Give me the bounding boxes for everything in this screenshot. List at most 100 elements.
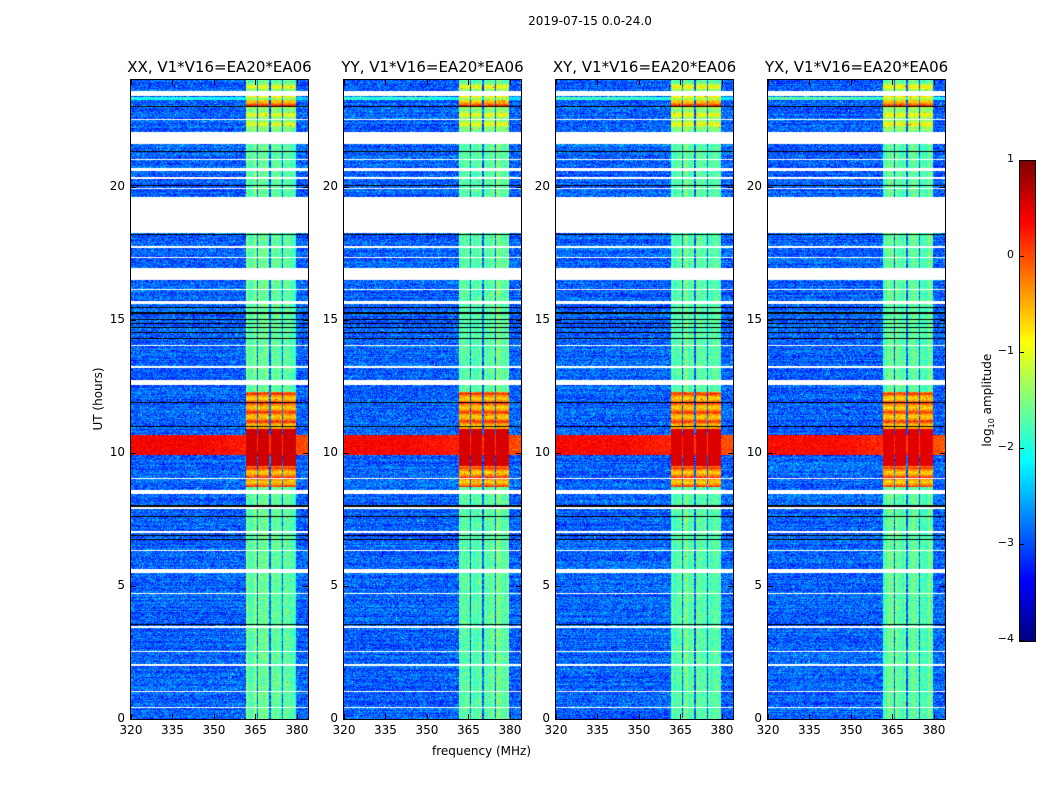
- y-tick-mark: [728, 719, 733, 720]
- x-tick-mark: [597, 714, 599, 719]
- y-tick-mark: [516, 719, 521, 720]
- x-tick-mark: [344, 80, 345, 85]
- y-tick-mark: [131, 452, 136, 454]
- x-tick-mark: [809, 80, 811, 85]
- y-tick-mark: [131, 585, 136, 587]
- panel-4: YX, V1*V16=EA20*EA06 0 5 10 15 20 320 335 350 365…: [747, 58, 948, 737]
- y-tick-mark: [131, 719, 136, 720]
- colorbar-tick-label: −3: [997, 536, 1014, 549]
- x-tick-label: 335: [586, 723, 609, 737]
- colorbar-gradient: [1020, 161, 1035, 641]
- y-tick-mark: [303, 719, 308, 720]
- figure-title: 2019-07-15 0.0-24.0: [528, 14, 652, 28]
- y-tick-label: 0: [117, 711, 125, 725]
- y-tick-mark: [516, 186, 521, 188]
- colorbar-tick-mark: [1020, 256, 1024, 257]
- y-tick-mark: [728, 319, 733, 321]
- x-tick-mark: [680, 714, 682, 719]
- x-tick-label: 320: [332, 723, 356, 737]
- colorbar-tick-mark: [1020, 640, 1024, 641]
- x-tick-mark: [468, 714, 470, 719]
- y-tick-mark: [556, 585, 561, 587]
- y-tick-mark: [728, 186, 733, 188]
- y-tick-label: 5: [330, 577, 338, 592]
- x-tick-label: 365: [669, 723, 692, 737]
- x-tick-mark: [255, 80, 257, 85]
- x-tick-mark: [809, 714, 811, 719]
- y-tick-mark: [516, 452, 521, 454]
- y-tick-mark: [303, 585, 308, 587]
- x-axis-label: frequency (MHz): [432, 744, 532, 758]
- x-tick-mark: [385, 80, 387, 85]
- x-tick-mark: [721, 80, 723, 85]
- x-tick-mark: [933, 714, 935, 719]
- x-tick-label: 350: [415, 723, 439, 737]
- y-tick-label: 0: [330, 711, 338, 725]
- y-tick-mark: [940, 719, 945, 720]
- x-tick-label: 365: [457, 723, 480, 737]
- y-tick-mark: [303, 319, 308, 321]
- spectrogram-heatmap: [768, 80, 945, 719]
- x-tick-mark: [680, 80, 682, 85]
- x-tick-label: 380: [710, 723, 734, 737]
- y-tick-mark: [303, 452, 308, 454]
- x-tick-mark: [933, 80, 935, 85]
- x-tick-mark: [344, 714, 345, 719]
- x-tick-mark: [850, 714, 852, 719]
- x-tick-label: 350: [839, 723, 863, 737]
- y-tick-mark: [940, 585, 945, 587]
- panel-2: YY, V1*V16=EA20*EA06 0 5 10 15 20 320 335 350 365…: [323, 58, 524, 737]
- y-tick-mark: [516, 319, 521, 321]
- y-tick-mark: [940, 319, 945, 321]
- panel-3: XY, V1*V16=EA20*EA06 0 5 10 15 20 320 335 350 365…: [535, 58, 736, 737]
- y-tick-label: 10: [534, 444, 550, 459]
- y-tick-label: 10: [109, 444, 125, 459]
- y-tick-label: 15: [322, 311, 338, 326]
- y-tick-mark: [344, 452, 349, 454]
- colorbar-tick-label: 0: [1007, 248, 1014, 261]
- panel-title: XY, V1*V16=EA20*EA06: [552, 58, 737, 76]
- colorbar-label: log10 amplitude: [980, 336, 996, 464]
- x-tick-label: 365: [244, 723, 267, 737]
- x-tick-mark: [597, 80, 599, 85]
- x-tick-label: 320: [756, 723, 780, 737]
- x-tick-mark: [556, 714, 557, 719]
- x-tick-mark: [509, 714, 511, 719]
- y-tick-mark: [768, 452, 773, 454]
- x-tick-mark: [768, 714, 769, 719]
- y-tick-mark: [344, 186, 349, 188]
- x-tick-mark: [509, 80, 511, 85]
- y-tick-mark: [516, 585, 521, 587]
- colorbar-label-sub: 10: [987, 418, 997, 429]
- y-tick-mark: [303, 186, 308, 188]
- y-tick-label: 20: [109, 178, 125, 193]
- spectrogram-heatmap: [344, 80, 521, 719]
- spectrogram-heatmap: [131, 80, 308, 719]
- y-tick-mark: [728, 585, 733, 587]
- x-tick-label: 320: [119, 723, 143, 737]
- y-tick-label: 10: [322, 444, 338, 459]
- x-tick-mark: [426, 714, 428, 719]
- x-tick-label: 380: [498, 723, 522, 737]
- x-tick-mark: [172, 80, 174, 85]
- y-tick-mark: [344, 719, 349, 720]
- x-tick-mark: [296, 80, 298, 85]
- colorbar: [1019, 160, 1036, 642]
- colorbar-tick-label: −1: [997, 344, 1014, 357]
- colorbar-tick-label: 1: [1007, 152, 1014, 165]
- panel-title: YY, V1*V16=EA20*EA06: [341, 58, 524, 76]
- colorbar-tick-mark: [1020, 160, 1024, 161]
- y-tick-mark: [131, 186, 136, 188]
- y-tick-label: 20: [322, 178, 338, 193]
- y-tick-mark: [556, 319, 561, 321]
- x-tick-mark: [850, 80, 852, 85]
- x-tick-mark: [213, 714, 215, 719]
- y-tick-mark: [768, 585, 773, 587]
- x-tick-label: 365: [881, 723, 904, 737]
- y-tick-label: 15: [534, 311, 550, 326]
- x-tick-mark: [131, 714, 132, 719]
- x-tick-mark: [638, 80, 640, 85]
- y-tick-label: 20: [746, 178, 762, 193]
- y-tick-label: 20: [534, 178, 550, 193]
